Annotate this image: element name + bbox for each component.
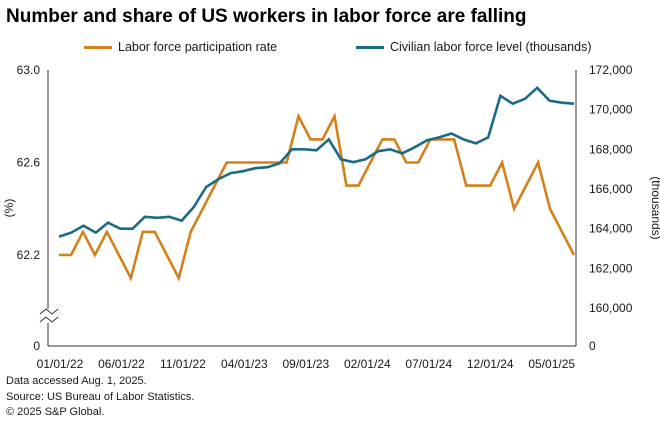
legend-label-participation: Labor force participation rate xyxy=(118,40,278,54)
y-right-tick-label: 162,000 xyxy=(589,261,633,275)
y-right-tick-label: 0 xyxy=(589,339,596,353)
x-tick-label: 11/01/22 xyxy=(160,357,206,371)
chart-footer: Data accessed Aug. 1, 2025. Source: US B… xyxy=(6,374,194,421)
chart-title: Number and share of US workers in labor … xyxy=(6,6,527,27)
y-right-tick-label: 172,000 xyxy=(589,63,633,77)
y-left-axis-title: (%) xyxy=(2,199,16,218)
y-right-tick-label: 160,000 xyxy=(589,301,633,315)
labor-force-level-line xyxy=(58,85,575,238)
legend-label-labor-force: Civilian labor force level (thousands) xyxy=(390,40,592,54)
x-tick-label: 02/01/24 xyxy=(344,357,391,371)
footer-source: Source: US Bureau of Labor Statistics. xyxy=(6,390,195,403)
footer-data-accessed: Data accessed Aug. 1, 2025. xyxy=(6,375,147,387)
participation-rate-line xyxy=(59,112,576,282)
y-right-tick-label: 164,000 xyxy=(589,222,633,236)
y-right-axis-title: (thousands) xyxy=(649,176,660,239)
y-left-tick-label: 62.6 xyxy=(17,156,41,170)
x-tick-label: 05/01/25 xyxy=(528,357,575,371)
y-left-tick-label: 0 xyxy=(33,339,40,353)
x-tick-label: 06/01/22 xyxy=(98,357,145,371)
axis-break-mark-top xyxy=(39,308,59,315)
x-tick-label: 04/01/23 xyxy=(221,357,268,371)
axis-break-mark-bottom xyxy=(39,316,59,323)
legend-swatch-labor-force xyxy=(356,45,384,49)
x-tick-label: 09/01/23 xyxy=(282,357,329,371)
x-tick-label: 12/01/24 xyxy=(467,357,514,371)
x-tick-label: 01/01/22 xyxy=(37,357,84,371)
y-right-tick-label: 166,000 xyxy=(589,182,633,196)
y-right-tick-label: 170,000 xyxy=(589,103,633,117)
legend-item-participation: Labor force participation rate xyxy=(84,40,277,54)
footer-copyright: © 2025 S&P Global. xyxy=(6,406,105,418)
y-left-tick-label: 62.2 xyxy=(17,248,41,262)
y-right-tick-label: 168,000 xyxy=(589,142,633,156)
y-left-tick-label: 63.0 xyxy=(17,63,41,77)
legend-item-labor-force: Civilian labor force level (thousands) xyxy=(356,40,591,54)
x-tick-label: 07/01/24 xyxy=(405,357,452,371)
legend-swatch-participation xyxy=(84,45,112,49)
